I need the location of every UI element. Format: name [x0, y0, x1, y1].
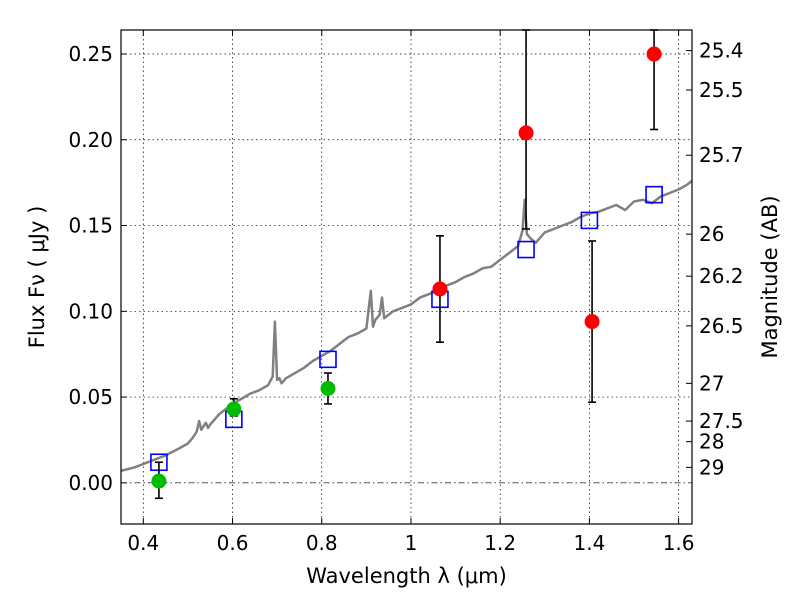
y2-tick-label: 26.2 — [699, 264, 744, 288]
y2-tick-label: 27 — [699, 371, 724, 395]
observed-flux-point — [151, 473, 167, 489]
y-tick-label: 0.00 — [68, 471, 113, 495]
y-tick-label: 0.10 — [68, 299, 113, 323]
grid-lines — [121, 30, 692, 524]
observed-flux-point — [432, 281, 448, 297]
x-tick-label: 0.6 — [217, 531, 249, 555]
observed-flux-point — [518, 125, 534, 141]
observed-flux-point — [646, 46, 662, 62]
y-tick-label: 0.15 — [68, 214, 113, 238]
y2-tick-label: 25.5 — [699, 78, 744, 102]
model-photometry-point — [517, 240, 535, 259]
y2-tick-label: 29 — [699, 455, 724, 479]
y-axis-ticks: 0.00 0.05 0.10 0.15 0.20 0.25 — [68, 42, 127, 495]
x-tick-label: 1.4 — [573, 531, 605, 555]
x-tick-label: 0.4 — [127, 531, 159, 555]
model-photometry-point — [645, 185, 663, 204]
spectrum-line — [120, 179, 693, 473]
y-tick-label: 0.20 — [68, 128, 113, 152]
plot-area — [120, 29, 693, 500]
y-tick-label: 0.25 — [68, 42, 113, 66]
x-tick-label: 0.8 — [306, 531, 338, 555]
y2-tick-label: 28 — [699, 430, 724, 454]
y-axis-label: Flux Fν ( μJy ) — [25, 206, 49, 349]
model-photometry-point — [580, 211, 599, 230]
observed-flux-point — [226, 401, 242, 417]
y2-tick-label: 26 — [699, 222, 724, 246]
y2-tick-label: 27.5 — [699, 409, 744, 433]
x-tick-label: 1.2 — [484, 531, 516, 555]
y2-axis-label: Magnitude (AB) — [758, 195, 782, 358]
axes-frame — [120, 29, 693, 525]
x-axis-ticks: 0.4 0.6 0.8 1 1.2 1.4 1.6 — [127, 30, 695, 555]
y2-tick-label: 25.7 — [699, 143, 744, 167]
x-axis-label: Wavelength λ (μm) — [306, 564, 507, 588]
y2-tick-label: 25.4 — [699, 39, 744, 63]
model-photometry-point — [319, 350, 337, 369]
x-tick-label: 1.6 — [663, 531, 695, 555]
y2-tick-label: 26.5 — [699, 314, 744, 338]
observed-flux-point — [584, 314, 600, 330]
observed-flux-point — [320, 380, 336, 396]
y-tick-label: 0.05 — [68, 385, 113, 409]
x-tick-label: 1 — [405, 531, 418, 555]
